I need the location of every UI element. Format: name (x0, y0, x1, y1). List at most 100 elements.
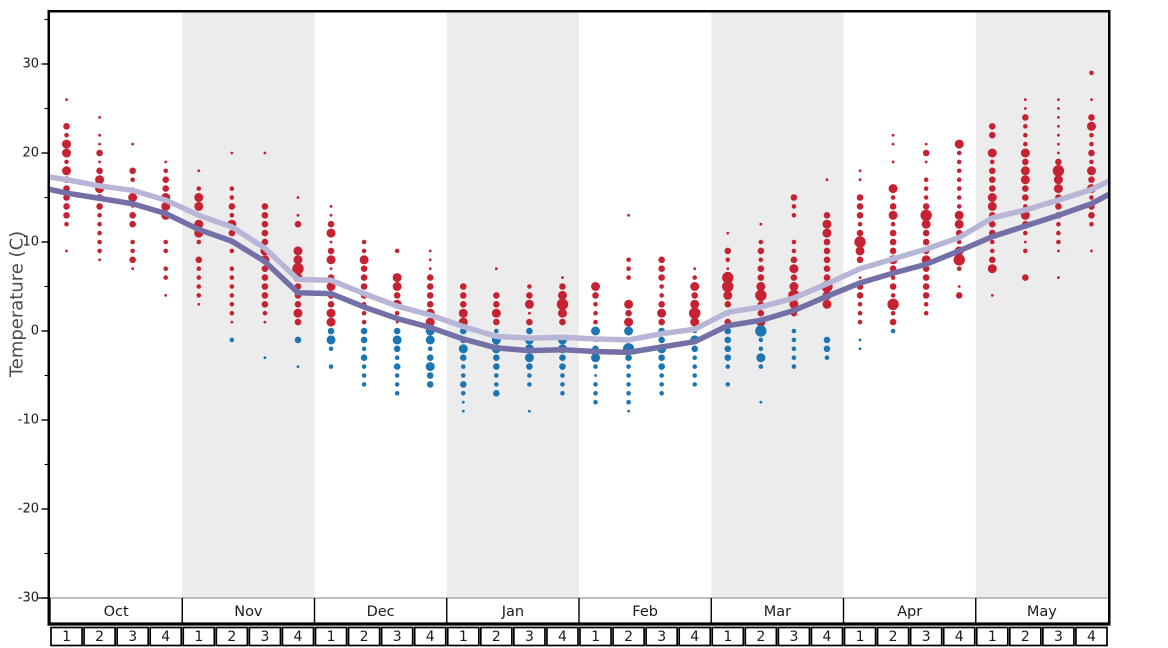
high-temp-dot (858, 178, 862, 182)
high-temp-dot (659, 293, 664, 298)
high-temp-dot (561, 276, 564, 279)
high-temp-dot (228, 229, 236, 237)
high-temp-dot (261, 203, 269, 210)
high-temp-dot (294, 318, 302, 326)
high-temp-dot (163, 168, 169, 174)
low-temp-dot (459, 381, 467, 388)
low-temp-dot (658, 354, 665, 362)
high-temp-dot (63, 212, 70, 219)
high-temp-dot (164, 294, 168, 297)
high-temp-dot (922, 292, 930, 299)
high-temp-dot (65, 98, 68, 101)
low-temp-dot (823, 336, 831, 344)
high-temp-dot (626, 275, 631, 280)
week-cell (711, 626, 745, 647)
high-temp-dot (956, 150, 962, 156)
high-temp-dot (823, 274, 831, 281)
week-label: 3 (128, 629, 137, 645)
high-temp-dot (459, 283, 467, 290)
low-temp-dot (494, 382, 499, 387)
high-temp-dot (1053, 175, 1063, 185)
high-temp-dot (825, 178, 829, 182)
week-label: 3 (525, 629, 534, 645)
high-temp-dot (62, 166, 72, 176)
high-temp-dot (858, 276, 862, 279)
high-temp-dot (131, 267, 135, 271)
high-temp-dot (758, 239, 764, 245)
month-label: Nov (234, 604, 263, 620)
high-temp-dot (96, 167, 103, 175)
low-temp-dot (724, 345, 732, 353)
high-temp-dot (924, 160, 928, 164)
low-temp-dot (394, 355, 400, 361)
high-temp-dot (987, 193, 997, 202)
low-temp-dot (659, 391, 664, 396)
high-temp-dot (1089, 221, 1094, 227)
high-temp-dot (692, 275, 698, 280)
high-temp-dot (591, 282, 601, 291)
high-temp-dot (95, 175, 105, 185)
week-cell (876, 626, 910, 647)
high-temp-dot (954, 219, 964, 229)
low-temp-dot (263, 356, 267, 360)
high-temp-dot (658, 301, 665, 308)
high-temp-dot (988, 256, 996, 264)
high-temp-dot (1089, 159, 1094, 165)
high-temp-dot (527, 284, 532, 289)
high-temp-dot (888, 184, 898, 194)
week-label: 1 (723, 629, 732, 645)
week-cell (1042, 626, 1075, 647)
high-temp-dot (889, 247, 897, 255)
week-label: 1 (327, 629, 336, 645)
high-temp-dot (129, 256, 136, 264)
month-label: Dec (367, 604, 395, 620)
low-temp-dot (626, 399, 631, 405)
month-label: Apr (897, 604, 922, 620)
low-temp-dot (426, 381, 434, 388)
low-temp-dot (758, 364, 764, 369)
high-temp-dot (1022, 114, 1029, 121)
high-temp-dot (956, 266, 962, 272)
low-temp-dot (593, 364, 598, 369)
high-temp-dot (988, 123, 996, 130)
high-temp-dot (494, 267, 498, 271)
high-temp-dot (1090, 98, 1093, 101)
low-temp-dot (493, 390, 500, 397)
high-temp-dot (923, 310, 929, 316)
high-temp-dot (922, 203, 930, 210)
week-cell (413, 626, 447, 647)
high-temp-dot (97, 213, 102, 218)
low-temp-dot (460, 364, 466, 369)
high-temp-dot (96, 203, 103, 210)
high-temp-dot (426, 274, 434, 281)
high-temp-dot (327, 301, 335, 308)
week-label: 3 (260, 629, 269, 645)
week-label: 1 (459, 629, 468, 645)
high-temp-dot (889, 318, 897, 326)
high-temp-dot (791, 239, 797, 245)
low-temp-dot (626, 373, 631, 378)
high-temp-dot (97, 248, 102, 254)
low-temp-dot (494, 328, 499, 334)
month-band-nov (182, 10, 315, 598)
high-temp-dot (493, 318, 500, 326)
low-temp-dot (328, 346, 334, 352)
week-label: 2 (95, 629, 104, 645)
high-temp-dot (163, 239, 169, 245)
week-cell (744, 626, 778, 647)
high-temp-dot (988, 167, 996, 175)
week-label: 1 (856, 629, 865, 645)
high-temp-dot (790, 256, 798, 264)
high-temp-dot (890, 195, 896, 200)
low-temp-dot (692, 355, 698, 361)
low-temp-dot (591, 353, 601, 363)
week-label: 2 (889, 629, 898, 645)
high-temp-dot (1023, 124, 1028, 129)
low-temp-dot (593, 399, 598, 405)
high-temp-dot (294, 220, 302, 228)
high-temp-dot (1057, 116, 1060, 119)
high-temp-dot (229, 284, 235, 289)
high-temp-dot (988, 131, 996, 139)
low-temp-dot (425, 335, 435, 345)
